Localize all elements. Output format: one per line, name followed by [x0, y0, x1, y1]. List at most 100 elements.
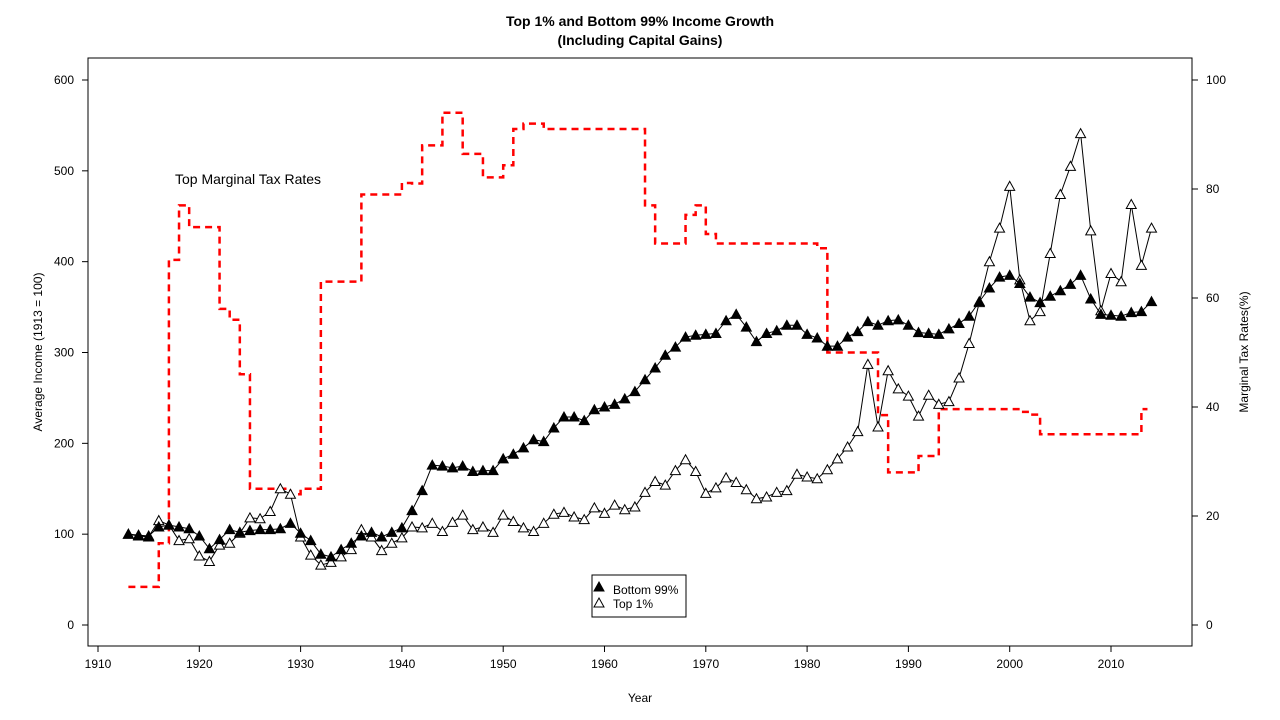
point-top1 — [1064, 160, 1077, 171]
point-bottom99 — [497, 452, 510, 464]
point-bottom99 — [142, 530, 155, 541]
point-top1 — [862, 358, 874, 369]
legend: Bottom 99% Top 1% — [591, 574, 687, 618]
x-tick-label: 1920 — [186, 657, 213, 671]
tax-rate-annotation: Top Marginal Tax Rates — [175, 171, 321, 187]
point-bottom99 — [841, 331, 854, 342]
point-top1 — [1115, 275, 1127, 287]
point-top1 — [720, 471, 732, 483]
point-top1 — [912, 410, 925, 421]
point-top1 — [507, 515, 520, 526]
point-top1 — [304, 549, 317, 560]
point-top1 — [618, 503, 631, 515]
point-top1 — [396, 531, 408, 543]
series-line-top1 — [128, 133, 1153, 566]
legend-box — [591, 574, 687, 618]
point-top1 — [406, 520, 418, 532]
point-bottom99 — [770, 324, 783, 336]
point-top1 — [1125, 198, 1138, 209]
legend-open-triangle-icon — [593, 596, 605, 608]
point-top1 — [548, 508, 560, 519]
point-bottom99 — [365, 526, 378, 537]
point-bottom99 — [689, 329, 702, 340]
point-top1 — [993, 222, 1006, 233]
point-top1 — [568, 510, 580, 522]
chart-subtitle: (Including Capital Gains) — [558, 32, 723, 48]
point-top1 — [750, 492, 763, 504]
x-tick-label: 1930 — [287, 657, 314, 671]
point-bottom99 — [193, 530, 206, 541]
point-bottom99 — [1044, 290, 1057, 301]
point-bottom99 — [659, 349, 672, 360]
point-bottom99 — [345, 537, 358, 548]
point-bottom99 — [294, 527, 307, 538]
point-top1 — [527, 525, 540, 536]
point-bottom99 — [1145, 295, 1158, 307]
point-top1 — [841, 440, 854, 452]
point-bottom99 — [882, 314, 894, 326]
point-bottom99 — [740, 321, 753, 332]
point-top1 — [882, 364, 894, 376]
point-bottom99 — [477, 464, 489, 476]
y-axis-label: Average Income (1913 = 100) — [31, 273, 45, 432]
point-top1 — [1034, 305, 1046, 317]
y-tick-label: 100 — [54, 527, 74, 541]
point-bottom99 — [507, 448, 520, 459]
point-bottom99 — [993, 271, 1006, 282]
point-bottom99 — [416, 484, 429, 496]
point-top1 — [639, 486, 651, 497]
point-top1 — [730, 476, 743, 487]
point-top1 — [264, 505, 277, 517]
point-top1 — [1135, 259, 1148, 270]
point-bottom99 — [902, 319, 915, 330]
point-top1 — [1054, 188, 1067, 199]
point-top1 — [1044, 247, 1057, 259]
y-tick-label: 300 — [54, 346, 74, 360]
point-bottom99 — [517, 441, 530, 453]
point-top1 — [254, 512, 266, 524]
point-top1 — [1084, 224, 1097, 236]
chart-title: Top 1% and Bottom 99% Income Growth — [506, 13, 774, 29]
point-top1 — [922, 389, 935, 400]
y2-tick-label: 80 — [1206, 182, 1220, 196]
point-top1 — [1024, 314, 1036, 326]
point-top1 — [689, 465, 702, 477]
y-tick-label: 600 — [54, 73, 74, 87]
x-tick-label: 1950 — [490, 657, 517, 671]
point-bottom99 — [284, 517, 297, 528]
point-top1 — [902, 390, 915, 401]
point-bottom99 — [163, 519, 175, 530]
point-top1 — [710, 481, 722, 493]
point-top1 — [385, 537, 398, 548]
point-bottom99 — [487, 464, 499, 476]
point-top1 — [375, 544, 388, 556]
point-bottom99 — [598, 401, 611, 412]
point-top1 — [598, 507, 611, 518]
point-bottom99 — [943, 322, 955, 334]
y2-tick-label: 60 — [1206, 291, 1220, 305]
point-bottom99 — [1084, 292, 1097, 304]
point-top1 — [760, 490, 773, 502]
point-bottom99 — [548, 421, 560, 433]
y-axis-right: 0 20 40 60 80 100 — [1191, 73, 1226, 632]
point-bottom99 — [963, 310, 976, 321]
point-bottom99 — [244, 524, 256, 536]
point-top1 — [416, 521, 429, 533]
y2-tick-label: 40 — [1206, 400, 1220, 414]
point-bottom99 — [1064, 278, 1077, 289]
point-bottom99 — [862, 315, 874, 327]
point-bottom99 — [537, 435, 550, 447]
y-tick-label: 200 — [54, 436, 74, 450]
point-bottom99 — [152, 520, 165, 532]
point-top1 — [932, 398, 945, 409]
x-tick-label: 1970 — [692, 657, 719, 671]
point-top1 — [1105, 267, 1117, 279]
x-tick-label: 2010 — [1098, 657, 1125, 671]
y-tick-label: 400 — [54, 255, 74, 269]
point-top1 — [1003, 180, 1016, 191]
x-axis-label: Year — [628, 691, 652, 705]
point-top1 — [558, 506, 570, 517]
point-bottom99 — [568, 411, 580, 422]
point-top1 — [780, 484, 793, 496]
point-top1 — [466, 523, 479, 535]
